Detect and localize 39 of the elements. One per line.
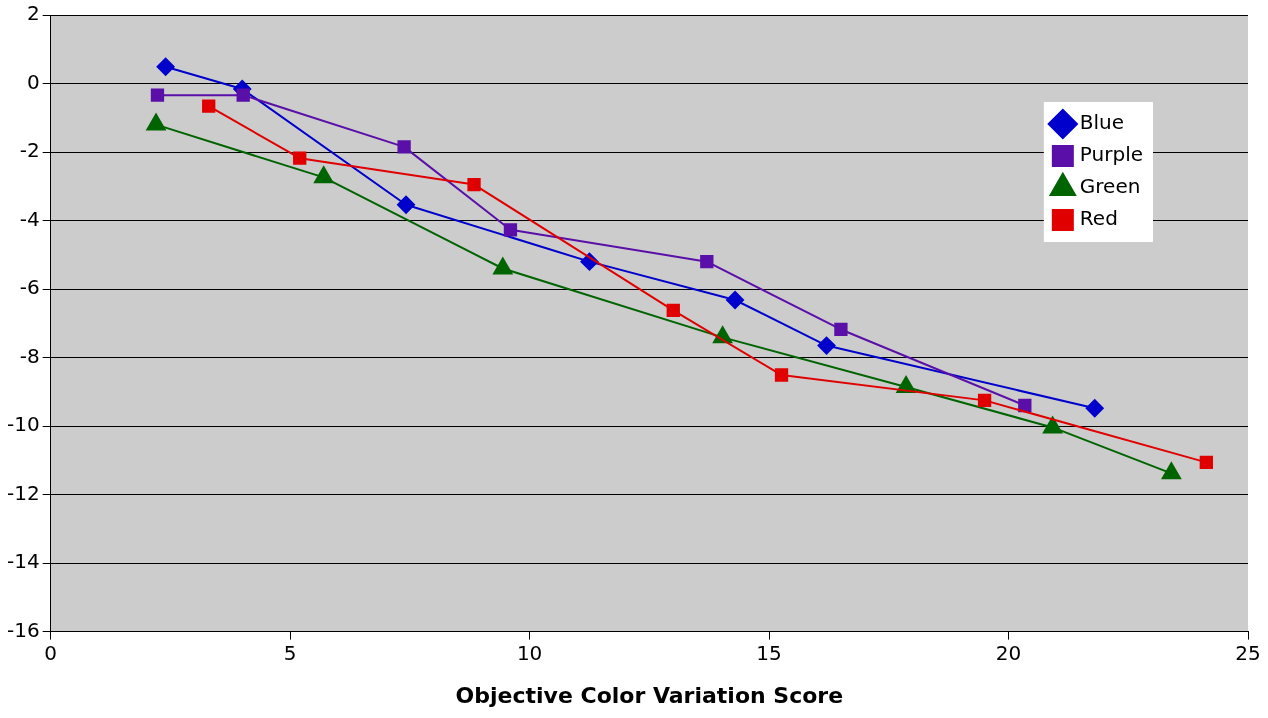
x-tick-label: 25: [1235, 640, 1261, 665]
point: [467, 177, 481, 192]
y-tick-label: -8: [19, 343, 40, 368]
y-tick-label: -10: [6, 412, 40, 437]
x-tick-label: 0: [44, 640, 58, 665]
point: [726, 291, 745, 310]
legend-label: Blue: [1079, 110, 1125, 135]
legend-label: Green: [1079, 174, 1141, 199]
legend-label: Purple: [1079, 142, 1144, 167]
x-tick-label: 5: [283, 640, 297, 665]
y-tick-label: -2: [19, 138, 40, 163]
y-tick-label: -12: [6, 480, 40, 505]
point: [397, 195, 416, 214]
point: [202, 99, 216, 113]
point: [293, 151, 307, 165]
x-axis-title: Objective Color Variation Score: [455, 682, 844, 708]
point: [1199, 455, 1213, 470]
point: [150, 88, 165, 102]
point: [503, 223, 518, 237]
y-tick-label: -14: [6, 549, 40, 574]
x-tick-label: 10: [516, 640, 543, 665]
point: [156, 57, 175, 76]
y-tick-label: 0: [26, 69, 40, 94]
point: [977, 393, 992, 408]
point: [834, 322, 848, 337]
point: [1085, 399, 1104, 418]
point: [817, 336, 836, 355]
point: [774, 368, 789, 382]
y-tick-label: -16: [6, 617, 40, 642]
y-tick-label: -6: [19, 275, 40, 300]
point: [666, 303, 680, 317]
point: [700, 254, 714, 269]
y-tick-label: -4: [19, 206, 40, 231]
point: [397, 140, 411, 154]
point: [236, 88, 250, 102]
y-tick-label: 2: [26, 1, 40, 26]
legend-label: Red: [1079, 206, 1118, 231]
x-tick-label: 15: [756, 640, 782, 665]
x-tick-label: 20: [995, 640, 1022, 665]
